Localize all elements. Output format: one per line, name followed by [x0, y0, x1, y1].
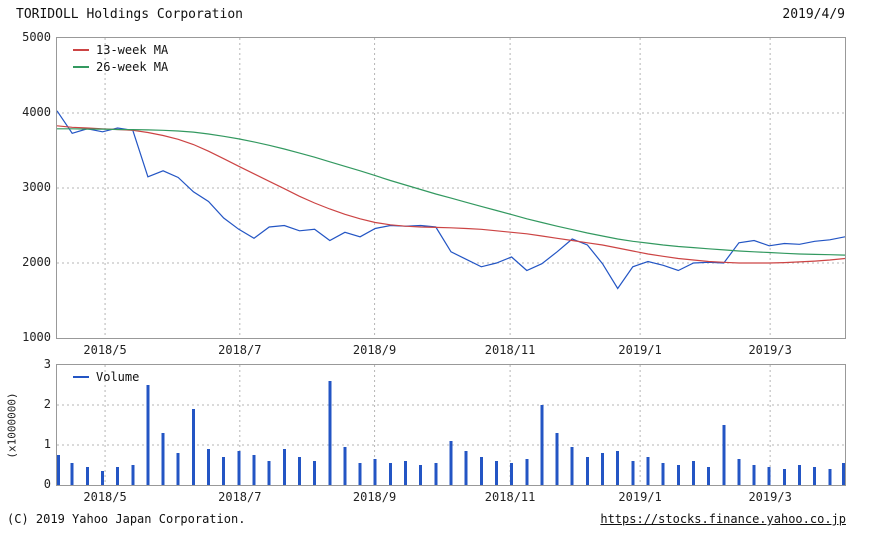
- price-y-tick-label: 4000: [22, 105, 51, 119]
- price-x-tick-label: 2018/9: [352, 343, 397, 357]
- volume-legend-label: Volume: [96, 369, 140, 384]
- copyright-notice: (C) 2019 Yahoo Japan Corporation.: [7, 512, 246, 526]
- ma26-line-swatch: [73, 65, 89, 68]
- volume-x-tick-label: 2019/3: [748, 490, 792, 504]
- volume-y-tick-label: 1: [43, 437, 51, 451]
- legend-row-ma26: 26-week MA: [73, 58, 168, 75]
- volume-x-tick-label: 2018/9: [352, 490, 397, 504]
- price-x-tick-label: 2018/5: [83, 343, 127, 357]
- volume-x-tick-label: 2018/7: [218, 490, 262, 504]
- volume-y-tick-label: 0: [43, 477, 51, 491]
- legend-row-volume: Volume: [73, 368, 139, 385]
- ma13-line-swatch: [73, 48, 89, 51]
- price-legend: 13-week MA 26-week MA: [73, 41, 168, 75]
- price-y-tick-label: 5000: [22, 30, 51, 44]
- price-x-tick-label: 2018/7: [218, 343, 262, 357]
- volume-legend: Volume: [73, 368, 139, 385]
- price-y-tick-label: 1000: [22, 330, 51, 344]
- volume-chart: Volume: [56, 364, 846, 486]
- source-url-link[interactable]: https://stocks.finance.yahoo.co.jp: [600, 512, 846, 526]
- volume-y-tick-label: 3: [43, 357, 51, 371]
- ma13-legend-label: 13-week MA: [96, 42, 169, 57]
- chart-date: 2019/4/9: [782, 7, 845, 22]
- volume-chart-canvas: [57, 365, 845, 485]
- price-x-tick-label: 2018/11: [484, 343, 536, 357]
- volume-line-swatch: [73, 375, 89, 378]
- price-chart-canvas: [57, 38, 845, 338]
- price-chart: 13-week MA 26-week MA: [56, 37, 846, 339]
- price-y-tick-label: 3000: [22, 180, 51, 194]
- volume-x-tick-label: 2019/1: [618, 490, 662, 504]
- price-x-tick-label: 2019/1: [618, 343, 662, 357]
- volume-x-tick-label: 2018/5: [83, 490, 127, 504]
- ma26-legend-label: 26-week MA: [96, 59, 169, 74]
- price-x-tick-label: 2019/3: [748, 343, 792, 357]
- chart-title: TORIDOLL Holdings Corporation: [16, 7, 243, 22]
- volume-x-tick-label: 2018/11: [484, 490, 536, 504]
- price-y-tick-label: 2000: [22, 255, 51, 269]
- legend-row-ma13: 13-week MA: [73, 41, 168, 58]
- volume-y-tick-label: 2: [43, 397, 51, 411]
